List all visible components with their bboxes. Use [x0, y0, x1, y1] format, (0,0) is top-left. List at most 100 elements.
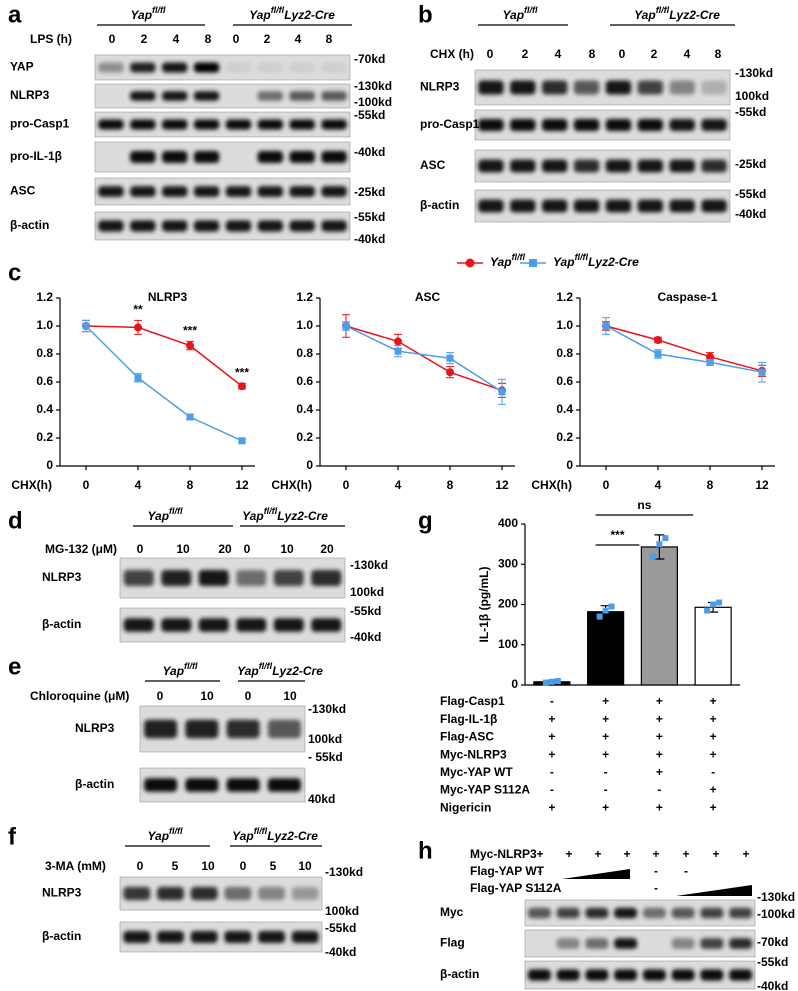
blot-strip — [119, 557, 346, 599]
blot-band — [193, 151, 220, 163]
size-marker: -25kd — [354, 185, 385, 199]
series-line — [605, 325, 763, 372]
condition-sign: + — [712, 847, 719, 861]
blot-band — [556, 907, 580, 919]
blot-band — [130, 220, 156, 232]
lane-label: 0 — [137, 542, 144, 556]
blot-band — [98, 220, 124, 232]
condition-sign: + — [656, 712, 663, 726]
blot-band — [193, 186, 220, 197]
panel-label: h — [418, 837, 433, 864]
blot-band — [257, 186, 284, 197]
condition-sign: + — [742, 847, 749, 861]
blot-strip — [119, 876, 323, 911]
group-label: Yapfl/flLyz2-Cre — [634, 5, 720, 22]
data-point — [654, 336, 662, 344]
blot-band — [224, 931, 252, 943]
data-point — [134, 323, 142, 332]
blot-band — [161, 220, 188, 232]
text-run: fl/fl — [169, 506, 183, 516]
blot-band — [193, 119, 220, 130]
blot-band — [193, 62, 220, 73]
condition-label: Flag-Casp1 — [440, 694, 505, 708]
size-marker: -55kd — [354, 210, 385, 224]
lane-label: 10 — [200, 689, 214, 703]
y-tick-label: 0 — [511, 677, 518, 691]
blot-band — [157, 931, 184, 943]
blot-band — [510, 80, 536, 95]
text-run: fl/fl — [656, 5, 670, 15]
condition-label: 3-MA (mM) — [45, 859, 106, 873]
y-tick-label: 0 — [306, 458, 313, 472]
chart-title: ASC — [415, 290, 441, 304]
y-tick-label: 0.8 — [296, 346, 313, 360]
blot-band — [257, 220, 284, 232]
blot-band — [614, 938, 638, 949]
blot-band — [729, 907, 753, 919]
blot-band — [226, 778, 260, 792]
condition-label: Chloroquine (μM) — [30, 689, 129, 703]
blot-band — [510, 159, 536, 173]
group-label: Yapfl/flLyz2-Cre — [249, 5, 335, 22]
text-run: Yap — [232, 829, 254, 843]
size-marker: -40kd — [735, 207, 766, 221]
blot-band — [98, 62, 124, 73]
row-label: pro-Casp1 — [10, 117, 70, 131]
blot-band — [289, 119, 315, 130]
text-run: Yap — [130, 8, 152, 22]
row-label: β-actin — [75, 777, 114, 791]
lane-label: 0 — [244, 542, 251, 556]
blot-band — [669, 159, 695, 173]
condition-label: Myc-NLRP3 — [440, 747, 507, 761]
size-marker: -40kd — [354, 232, 385, 246]
blot-band — [573, 80, 600, 95]
x-tick-label: 12 — [755, 478, 769, 492]
size-marker: -70kd — [354, 52, 385, 66]
blot-band — [289, 186, 315, 197]
row-label: β-actin — [440, 967, 479, 981]
size-marker: -40kd — [325, 945, 356, 959]
group-label: Yapfl/fl — [147, 506, 183, 523]
blot-band — [161, 570, 192, 586]
condition-sign: + — [710, 694, 717, 708]
y-tick-label: 100 — [498, 637, 518, 651]
blot-band — [291, 931, 319, 943]
blot-band — [257, 151, 284, 163]
data-point — [342, 322, 350, 330]
condition-sign: - — [684, 864, 688, 878]
y-tick-label: 0 — [46, 458, 53, 472]
condition-label: Myc-NLRP3 — [470, 847, 537, 861]
blot-band — [700, 938, 724, 949]
data-point — [654, 350, 662, 358]
text-run: Lyz2-Cre — [272, 664, 323, 678]
row-label: NLRP3 — [75, 721, 115, 735]
y-tick-label: 1.0 — [36, 318, 53, 332]
lane-label: 10 — [280, 542, 294, 556]
y-tick-label: 1.2 — [296, 290, 313, 304]
data-point — [596, 613, 603, 620]
blot-band — [130, 186, 156, 197]
condition-sign: + — [623, 847, 630, 861]
lane-label: 4 — [173, 32, 180, 46]
blot-band — [637, 199, 664, 213]
blot-band — [637, 159, 664, 173]
data-point — [542, 679, 549, 686]
blot-band — [161, 119, 188, 130]
blot-band — [605, 159, 632, 173]
condition-sign: - — [654, 864, 658, 878]
condition-label: Nigericin — [440, 800, 491, 814]
x-axis-label: CHX(h) — [11, 478, 52, 492]
blot-band — [585, 969, 609, 981]
lane-label: 10 — [298, 859, 312, 873]
data-point — [82, 322, 90, 330]
blot-band — [144, 778, 178, 792]
blot-band — [311, 618, 342, 632]
blot-band — [478, 119, 504, 131]
blot-band — [273, 618, 304, 632]
lane-label: 0 — [240, 859, 247, 873]
y-tick-label: 0.4 — [556, 402, 573, 416]
legend-marker — [465, 258, 475, 268]
data-point — [186, 413, 194, 421]
blot-band — [289, 62, 315, 73]
lane-label: 8 — [715, 47, 722, 61]
